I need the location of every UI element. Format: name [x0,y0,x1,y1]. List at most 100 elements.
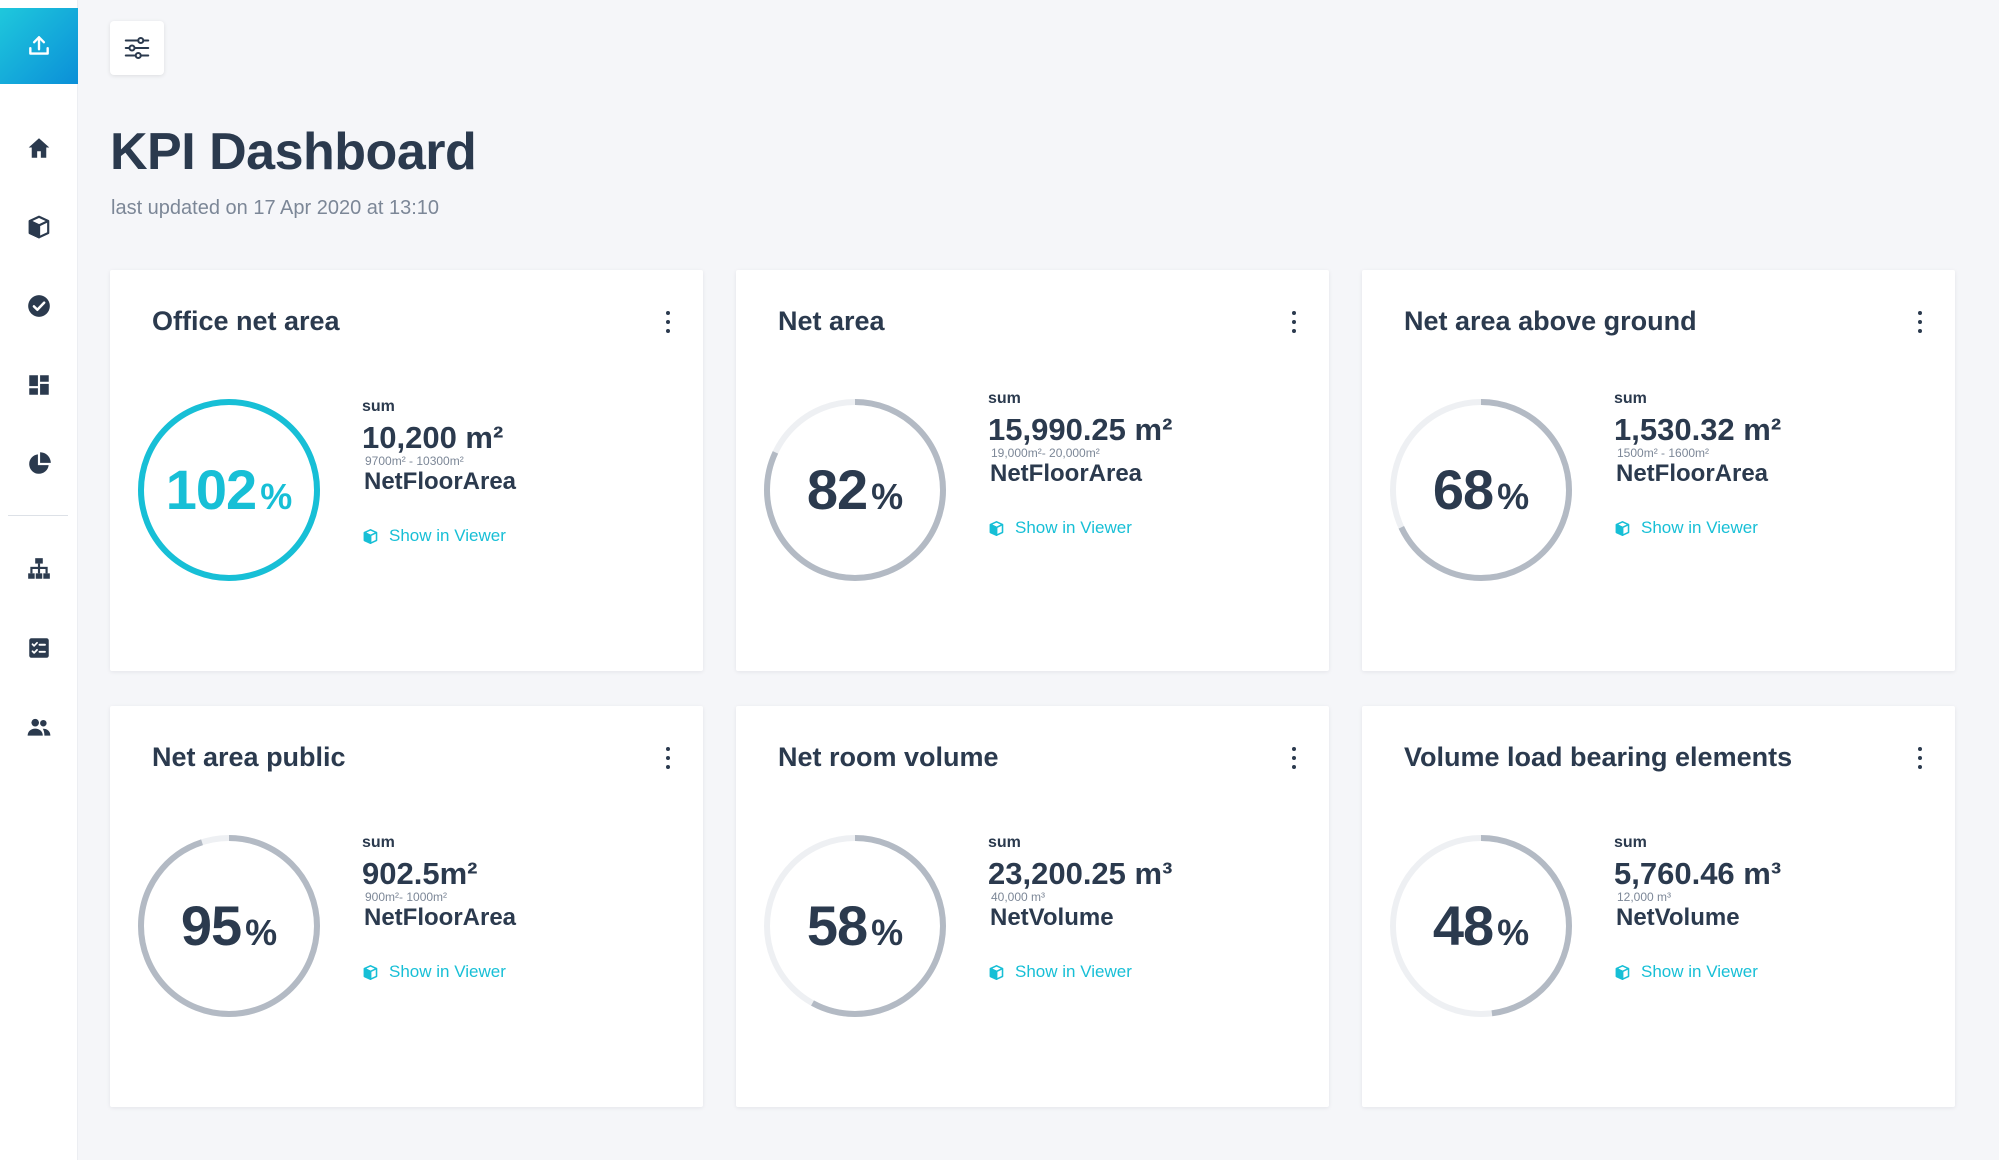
sidebar-item-reports[interactable] [0,436,78,492]
sidebar-item-users[interactable] [0,699,78,755]
kpi-gauge: 82% [760,395,950,585]
sidebar-item-checks[interactable] [0,278,78,334]
gauge-value: 102% [134,395,324,585]
kpi-info: sum 5,760.46 m³ 12,000 m³ NetVolume Show… [1614,834,1781,982]
kpi-card: Net area 82% sum 15,990.25 m² 19,000m²- … [736,270,1329,671]
kpi-card: Office net area 102% sum 10,200 m² 9700m… [110,270,703,671]
target-range: 9700m² - 10300m² [365,454,464,468]
last-updated-text: last updated on 17 Apr 2020 at 13:10 [111,197,440,219]
aggregate-label: sum [1614,834,1647,851]
show-in-viewer-link[interactable]: Show in Viewer [362,962,516,982]
show-in-viewer-link[interactable]: Show in Viewer [988,962,1172,982]
kebab-dot [1292,756,1296,760]
kpi-gauge: 102% [134,395,324,585]
sidebar-item-models[interactable] [0,199,78,255]
kpi-gauge: 95% [134,831,324,1021]
dashboard-icon [29,375,49,395]
sidebar-item-dashboard[interactable] [0,357,78,413]
aggregate-label: sum [1614,390,1647,407]
sidebar-item-hierarchy[interactable] [0,541,78,597]
sliders-icon [124,37,150,59]
show-in-viewer-link[interactable]: Show in Viewer [988,518,1172,538]
more-options-button[interactable] [659,308,677,336]
kebab-dot [666,765,670,769]
gauge-percent-number: 48 [1432,894,1494,957]
parameter-name: NetVolume [1616,904,1740,931]
kebab-menu-icon [1918,747,1922,751]
show-in-viewer-link[interactable]: Show in Viewer [362,526,516,546]
page-title: KPI Dashboard [110,123,477,181]
gauge-ring [764,399,946,581]
parameter-name: NetVolume [990,904,1114,931]
gauge-progress [1390,399,1572,581]
sidebar-item-checklist[interactable] [0,620,78,676]
more-options-button[interactable] [1285,744,1303,772]
cube-icon [1615,964,1630,980]
check-circle-icon [28,295,50,317]
parameter-name: NetFloorArea [1616,460,1769,487]
gauge-ring [1390,835,1572,1017]
gauge-percent-sign: % [871,912,904,953]
kebab-dot [666,320,670,324]
sidebar [0,0,78,1160]
kpi-card: Net area public 95% sum 902.5m² 900m²- 1… [110,706,703,1107]
parameter-name: NetFloorArea [990,460,1143,487]
cube-icon [28,215,50,239]
filter-settings-button[interactable] [110,21,164,75]
kpi-info: sum 1,530.32 m² 1500m² - 1600m² NetFloor… [1614,390,1781,538]
more-options-button[interactable] [1911,744,1929,772]
kebab-menu-icon [1292,311,1296,315]
gauge-progress [764,399,946,581]
kpi-info: sum 902.5m² 900m²- 1000m² NetFloorArea S… [362,834,516,982]
kpi-value: 902.5m² [362,856,478,891]
aggregate-label: sum [362,398,395,415]
kpi-card: Net room volume 58% sum 23,200.25 m³ 40,… [736,706,1329,1107]
kebab-dot [1292,765,1296,769]
gauge-progress [138,399,320,581]
show-in-viewer-link[interactable]: Show in Viewer [1614,962,1781,982]
gauge-progress [138,835,320,1017]
gauge-percent-sign: % [871,476,904,517]
more-options-button[interactable] [1285,308,1303,336]
gauge-ring [764,835,946,1017]
kpi-card-title: Net room volume [778,742,999,772]
kebab-menu-icon [1292,747,1296,751]
gauge-percent-number: 102 [165,458,257,521]
more-options-button[interactable] [659,744,677,772]
gauge-progress [764,835,946,1017]
gauge-percent-sign: % [1497,476,1530,517]
gauge-percent-sign: % [260,476,293,517]
kpi-card-title: Net area [778,306,885,336]
show-in-viewer-label: Show in Viewer [1641,962,1758,981]
kpi-card: Net area above ground 68% sum 1,530.32 m… [1362,270,1955,671]
show-in-viewer-link[interactable]: Show in Viewer [1614,518,1781,538]
parameter-name: NetFloorArea [364,904,517,931]
gauge-value: 82% [760,395,950,585]
gauge-value: 58% [760,831,950,1021]
kpi-info: sum 15,990.25 m² 19,000m²- 20,000m² NetF… [988,390,1172,538]
gauge-percent-number: 82 [806,458,868,521]
kpi-gauge: 58% [760,831,950,1021]
target-range: 900m²- 1000m² [365,890,448,904]
cube-icon [363,528,378,544]
kebab-menu-icon [666,311,670,315]
gauge-percent-number: 58 [806,894,868,957]
kpi-info: sum 10,200 m² 9700m² - 10300m² NetFloorA… [362,398,516,546]
kebab-dot [1292,329,1296,333]
gauge-percent-number: 95 [180,894,242,957]
kebab-dot [1918,329,1922,333]
cube-icon [1615,520,1630,536]
hierarchy-icon [28,558,50,579]
sidebar-item-home[interactable] [0,120,78,176]
upload-button[interactable] [0,8,78,84]
aggregate-label: sum [988,834,1021,851]
kebab-dot [666,756,670,760]
kpi-info: sum 23,200.25 m³ 40,000 m³ NetVolume Sho… [988,834,1172,982]
gauge-ring [138,399,320,581]
kpi-card-title: Net area public [152,742,346,772]
target-range: 12,000 m³ [1617,890,1672,904]
kpi-value: 5,760.46 m³ [1614,856,1782,891]
show-in-viewer-label: Show in Viewer [389,962,506,981]
more-options-button[interactable] [1911,308,1929,336]
pie-chart-icon [29,452,51,474]
